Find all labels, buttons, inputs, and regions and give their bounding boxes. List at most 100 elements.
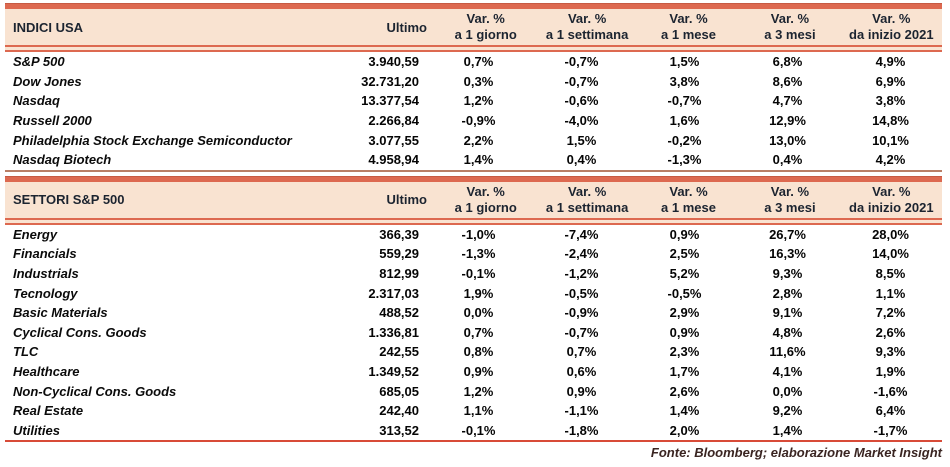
row-var-value: 2,5% xyxy=(669,246,700,262)
row-name: Utilities xyxy=(13,422,60,438)
row-var-value: -0,5% xyxy=(667,285,702,301)
row-name: Philadelphia Stock Exchange Semiconducto… xyxy=(13,132,292,148)
section-header-row: INDICI USA Ultimo Var. % a 1 giorno Var. %… xyxy=(5,9,942,45)
row-var-value: 8,6% xyxy=(772,73,803,89)
row-var-value: -1,0% xyxy=(461,226,496,242)
row-var-value: 0,4% xyxy=(772,152,803,168)
column-header-var-line1: Var. % xyxy=(669,183,708,199)
row-var-value: 2,2% xyxy=(463,132,494,148)
row-var-value: 3,8% xyxy=(875,93,906,109)
row-var-value: 0,9% xyxy=(669,226,700,242)
column-header-var-line2: a 1 mese xyxy=(661,27,716,42)
table-row: S&P 500 3.940,59 0,7% -0,7% 1,5% 6,8% 4,9% xyxy=(5,52,942,72)
row-var-value: 0,7% xyxy=(566,344,597,360)
row-var-value: 7,2% xyxy=(875,305,906,321)
section-top-border xyxy=(5,175,942,182)
row-name: Energy xyxy=(13,226,58,242)
row-var-value: 4,2% xyxy=(875,152,906,168)
row-var-value: 1,6% xyxy=(669,113,700,129)
column-header-var-line2: a 3 mesi xyxy=(764,199,816,215)
column-header-var: Var. % a 1 mese xyxy=(638,182,739,218)
row-var-value: 2,0% xyxy=(669,422,700,438)
row-ultimo-value: 3.077,55 xyxy=(368,132,419,148)
row-ultimo-value: 685,05 xyxy=(379,383,419,399)
row-var-value: 2,9% xyxy=(669,305,700,321)
table-row: Russell 2000 2.266,84 -0,9% -4,0% 1,6% 12,9% 1… xyxy=(5,111,942,131)
section-top-border xyxy=(5,3,942,9)
column-header-var-line1: Var. % xyxy=(872,11,911,26)
row-var-value: 6,4% xyxy=(875,403,906,419)
row-var-value: 1,9% xyxy=(463,285,494,301)
header-divider xyxy=(5,217,942,225)
section-rows: S&P 500 3.940,59 0,7% -0,7% 1,5% 6,8% 4,9% Dow … xyxy=(5,52,942,170)
row-var-value: 0,4% xyxy=(566,152,597,168)
section-title: INDICI USA xyxy=(13,19,84,35)
column-header-var-line2: a 3 mesi xyxy=(764,27,816,42)
column-header-var-line2: da inizio 2021 xyxy=(849,27,934,42)
row-var-value: 28,0% xyxy=(872,226,909,242)
row-var-value: 8,5% xyxy=(875,266,906,282)
row-var-value: 9,1% xyxy=(772,305,803,321)
column-header-var-line1: Var. % xyxy=(770,183,810,199)
row-var-value: -1,2% xyxy=(564,266,599,282)
row-ultimo-value: 313,52 xyxy=(379,422,419,438)
row-var-value: 1,1% xyxy=(875,285,906,301)
row-var-value: -0,1% xyxy=(461,422,496,438)
row-ultimo-value: 3.940,59 xyxy=(368,54,419,70)
row-var-value: 9,3% xyxy=(772,266,803,282)
table-row: Real Estate 242,40 1,1% -1,1% 1,4% 9,2% 6,4% xyxy=(5,401,942,421)
column-header-var-line1: Var. % xyxy=(466,11,505,26)
table-section: INDICI USA Ultimo Var. % a 1 giorno Var. %… xyxy=(5,3,942,170)
column-header-var: Var. % a 1 mese xyxy=(638,9,739,45)
row-name: Basic Materials xyxy=(13,305,108,321)
row-var-value: -0,9% xyxy=(564,305,599,321)
indices-table: INDICI USA Ultimo Var. % a 1 giorno Var. %… xyxy=(5,3,942,443)
row-ultimo-value: 366,39 xyxy=(379,226,419,242)
row-var-value: -1,8% xyxy=(564,422,599,438)
row-var-value: 2,3% xyxy=(669,344,700,360)
table-row: Healthcare 1.349,52 0,9% 0,6% 1,7% 4,1% 1,9% xyxy=(5,362,942,382)
row-var-value: 1,4% xyxy=(669,403,700,419)
row-ultimo-value: 488,52 xyxy=(379,305,419,321)
column-header-var-line1: Var. % xyxy=(770,11,810,26)
row-var-value: 2,8% xyxy=(772,285,803,301)
row-var-value: 0,7% xyxy=(463,54,494,70)
column-header-var: Var. % a 3 mesi xyxy=(739,182,840,218)
column-header-var-line1: Var. % xyxy=(567,183,607,199)
header-divider xyxy=(5,45,942,52)
row-ultimo-value: 559,29 xyxy=(379,246,419,262)
row-ultimo-value: 4.958,94 xyxy=(368,152,419,168)
row-var-value: -1,7% xyxy=(873,422,908,438)
column-header-var-line2: da inizio 2021 xyxy=(849,199,934,215)
column-header-var-line1: Var. % xyxy=(466,183,505,199)
row-var-value: 26,7% xyxy=(769,226,806,242)
table-row: Non-Cyclical Cons. Goods 685,05 1,2% 0,9% 2,… xyxy=(5,381,942,401)
row-var-value: 1,4% xyxy=(463,152,494,168)
row-name: Nasdaq xyxy=(13,93,60,109)
row-var-value: 0,8% xyxy=(463,344,494,360)
table-row: Basic Materials 488,52 0,0% -0,9% 2,9% 9,1% 7,… xyxy=(5,303,942,323)
section-rows: Energy 366,39 -1,0% -7,4% 0,9% 26,7% 28,0% Fina… xyxy=(5,225,942,441)
row-var-value: -0,7% xyxy=(564,54,599,70)
table-row: Nasdaq 13.377,54 1,2% -0,6% -0,7% 4,7% 3,8% xyxy=(5,91,942,111)
column-header-var-line1: Var. % xyxy=(669,11,708,26)
row-name: Dow Jones xyxy=(13,73,82,89)
section-title: SETTORI S&P 500 xyxy=(13,192,125,208)
table-row: Energy 366,39 -1,0% -7,4% 0,9% 26,7% 28,0% xyxy=(5,225,942,245)
table-row: Dow Jones 32.731,20 0,3% -0,7% 3,8% 8,6% 6,9% xyxy=(5,72,942,92)
column-header-var-line2: a 1 settimana xyxy=(545,199,629,215)
row-var-value: 11,6% xyxy=(769,344,806,360)
row-var-value: -4,0% xyxy=(564,113,599,129)
column-header-var: Var. % a 1 settimana xyxy=(536,182,637,218)
row-var-value: 0,9% xyxy=(669,324,700,340)
row-var-value: 1,5% xyxy=(669,54,700,70)
row-var-value: -0,2% xyxy=(667,132,702,148)
row-var-value: 1,9% xyxy=(875,364,906,380)
row-var-value: 1,1% xyxy=(463,403,494,419)
row-var-value: -0,5% xyxy=(564,285,599,301)
row-name: Nasdaq Biotech xyxy=(13,152,112,168)
row-ultimo-value: 1.349,52 xyxy=(368,364,419,380)
row-var-value: 0,7% xyxy=(463,324,494,340)
row-var-value: -0,6% xyxy=(564,93,599,109)
row-name: Russell 2000 xyxy=(13,113,92,129)
